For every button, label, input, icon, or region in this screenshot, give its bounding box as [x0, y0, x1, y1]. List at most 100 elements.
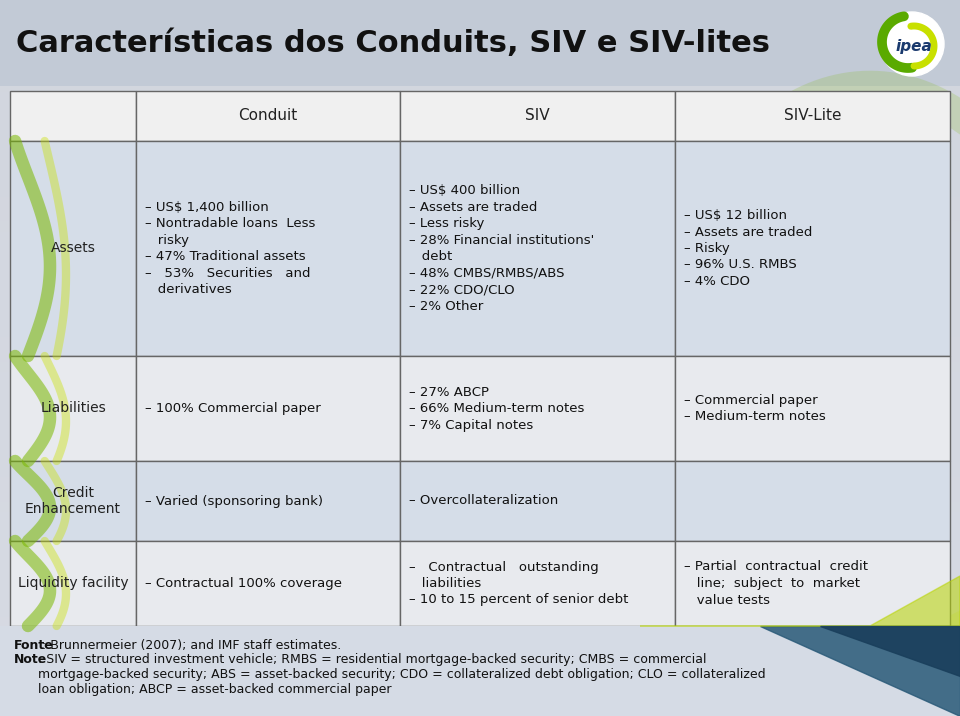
Bar — [0, 217, 960, 218]
Bar — [0, 597, 960, 598]
Bar — [0, 588, 960, 589]
Bar — [0, 576, 960, 577]
Bar — [0, 682, 960, 683]
Bar — [0, 324, 960, 325]
Bar — [0, 375, 960, 376]
Text: – US$ 400 billion
– Assets are traded
– Less risky
– 28% Financial institutions': – US$ 400 billion – Assets are traded – … — [409, 184, 594, 313]
Bar — [0, 160, 960, 161]
Bar — [0, 103, 960, 104]
Bar — [0, 123, 960, 124]
Bar — [0, 9, 960, 10]
Bar — [0, 659, 960, 660]
Bar — [0, 670, 960, 671]
Bar — [0, 289, 960, 290]
Bar — [0, 112, 960, 113]
Bar — [0, 388, 960, 389]
Bar — [0, 444, 960, 445]
Bar — [0, 347, 960, 348]
Bar — [0, 458, 960, 459]
Bar — [0, 82, 960, 83]
Bar — [0, 8, 960, 9]
Bar — [0, 686, 960, 687]
Bar — [0, 98, 960, 99]
Bar — [0, 73, 960, 74]
Bar — [0, 15, 960, 16]
Bar — [0, 101, 960, 102]
Bar — [0, 349, 960, 350]
Polygon shape — [760, 626, 960, 716]
Bar — [0, 272, 960, 273]
Bar — [0, 486, 960, 487]
Bar — [0, 44, 960, 45]
Bar — [0, 510, 960, 511]
Bar — [0, 554, 960, 555]
Bar — [0, 645, 960, 646]
Bar — [0, 691, 960, 692]
Bar — [0, 285, 960, 286]
Bar — [0, 382, 960, 383]
Text: Características dos Conduits, SIV e SIV-lites: Características dos Conduits, SIV e SIV-… — [16, 29, 770, 57]
Bar — [0, 568, 960, 569]
Bar — [0, 354, 960, 355]
Bar — [0, 88, 960, 89]
Bar — [0, 136, 960, 137]
Bar — [0, 690, 960, 691]
Bar — [0, 84, 960, 85]
Bar — [0, 378, 960, 379]
Bar — [0, 326, 960, 327]
Bar — [0, 129, 960, 130]
Bar — [0, 122, 960, 123]
Bar — [0, 335, 960, 336]
Bar — [0, 630, 960, 631]
Bar — [0, 153, 960, 154]
Bar — [0, 191, 960, 192]
Bar — [400, 461, 675, 541]
Bar — [0, 270, 960, 271]
Bar — [0, 173, 960, 174]
Bar — [0, 459, 960, 460]
Bar — [0, 319, 960, 320]
Bar — [0, 209, 960, 210]
Bar — [0, 268, 960, 269]
Bar — [0, 481, 960, 482]
Bar — [0, 369, 960, 370]
Bar — [0, 1, 960, 2]
Bar — [0, 535, 960, 536]
Bar — [0, 623, 960, 624]
Bar — [0, 255, 960, 256]
Bar — [0, 587, 960, 588]
Bar — [0, 165, 960, 166]
Bar — [0, 515, 960, 516]
Bar — [0, 92, 960, 93]
Bar — [0, 396, 960, 397]
Bar — [0, 642, 960, 643]
Bar — [0, 320, 960, 321]
Bar — [0, 234, 960, 235]
Bar — [0, 120, 960, 121]
Bar — [0, 259, 960, 260]
Bar — [0, 609, 960, 610]
Text: Conduit: Conduit — [238, 109, 298, 123]
Bar — [0, 391, 960, 392]
Bar — [400, 91, 675, 141]
Bar — [0, 290, 960, 291]
Bar — [0, 295, 960, 296]
Bar — [675, 91, 950, 141]
Bar — [0, 663, 960, 664]
Bar — [0, 490, 960, 491]
Bar — [0, 218, 960, 219]
Text: ipea: ipea — [896, 39, 932, 54]
Bar — [0, 466, 960, 467]
Bar — [0, 263, 960, 264]
Text: Fonte: Fonte — [14, 639, 54, 652]
Bar — [0, 274, 960, 275]
Bar — [0, 97, 960, 98]
Bar — [0, 634, 960, 635]
Bar — [0, 16, 960, 17]
Bar — [0, 596, 960, 597]
Bar — [0, 110, 960, 111]
Bar — [0, 176, 960, 177]
Bar — [0, 197, 960, 198]
Bar — [0, 420, 960, 421]
Bar — [0, 405, 960, 406]
